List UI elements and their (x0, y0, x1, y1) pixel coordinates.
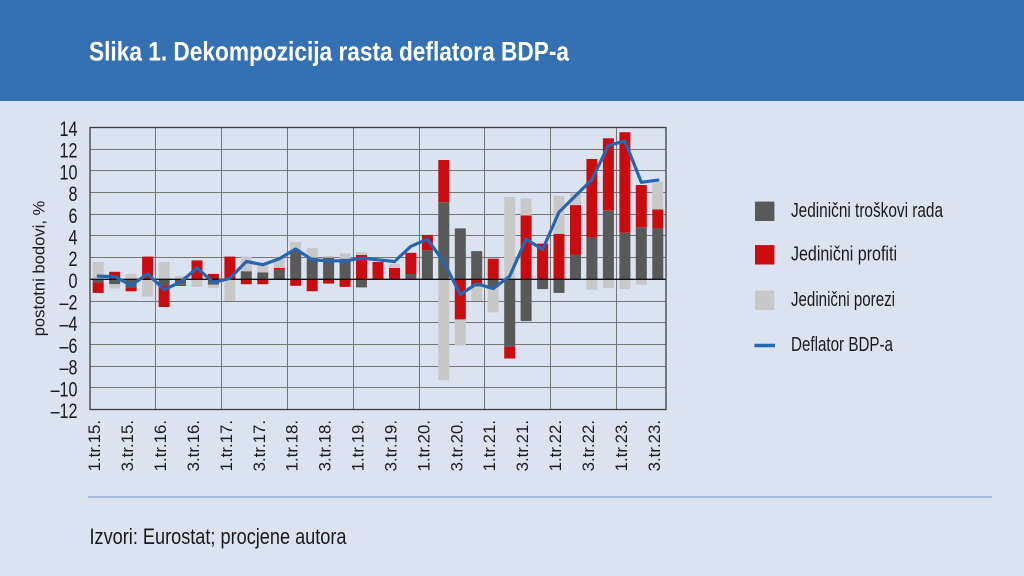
svg-text:–2: –2 (60, 291, 78, 315)
svg-text:1.tr.16.: 1.tr.16. (151, 420, 170, 471)
svg-text:3.tr.18.: 3.tr.18. (316, 420, 335, 471)
svg-text:14: 14 (60, 118, 78, 142)
svg-text:2: 2 (69, 248, 78, 272)
svg-text:3.tr.19.: 3.tr.19. (382, 420, 401, 471)
svg-text:1.tr.23.: 1.tr.23. (612, 420, 631, 471)
svg-text:1.tr.15.: 1.tr.15. (85, 420, 104, 471)
svg-text:Slika 1. Dekompozicija rasta d: Slika 1. Dekompozicija rasta deflatora B… (89, 37, 569, 67)
svg-text:3.tr.16.: 3.tr.16. (184, 420, 203, 471)
svg-text:–10: –10 (51, 378, 78, 402)
svg-text:10: 10 (60, 161, 78, 185)
svg-text:3.tr.20.: 3.tr.20. (447, 420, 466, 471)
svg-text:Izvori: Eurostat; procjene aut: Izvori: Eurostat; procjene autora (90, 524, 348, 549)
svg-text:1.tr.22.: 1.tr.22. (546, 420, 565, 471)
svg-text:–4: –4 (60, 313, 78, 337)
svg-text:1.tr.21.: 1.tr.21. (480, 420, 499, 471)
svg-text:–12: –12 (51, 400, 78, 424)
svg-text:–6: –6 (60, 335, 78, 359)
svg-text:8: 8 (69, 183, 78, 207)
svg-text:Jedinični troškovi rada: Jedinični troškovi rada (791, 199, 943, 222)
svg-text:1.tr.17.: 1.tr.17. (217, 420, 236, 471)
svg-text:postotni bodovi, %: postotni bodovi, % (30, 200, 49, 336)
svg-text:3.tr.15.: 3.tr.15. (118, 420, 137, 471)
svg-text:Jedinični porezi: Jedinični porezi (791, 288, 895, 311)
svg-text:0: 0 (69, 270, 78, 294)
svg-text:3.tr.21.: 3.tr.21. (513, 420, 532, 471)
svg-text:4: 4 (69, 226, 78, 250)
svg-text:3.tr.22.: 3.tr.22. (579, 420, 598, 471)
svg-text:1.tr.19.: 1.tr.19. (349, 420, 368, 471)
svg-text:Deflator BDP-a: Deflator BDP-a (791, 333, 893, 356)
svg-text:12: 12 (60, 140, 78, 164)
svg-text:1.tr.20.: 1.tr.20. (414, 420, 433, 471)
svg-text:3.tr.23.: 3.tr.23. (645, 420, 664, 471)
svg-text:–8: –8 (60, 356, 78, 380)
svg-text:1.tr.18.: 1.tr.18. (283, 420, 302, 471)
svg-text:Jedinični profiti: Jedinični profiti (791, 242, 897, 265)
svg-text:6: 6 (69, 205, 78, 229)
svg-text:3.tr.17.: 3.tr.17. (250, 420, 269, 471)
